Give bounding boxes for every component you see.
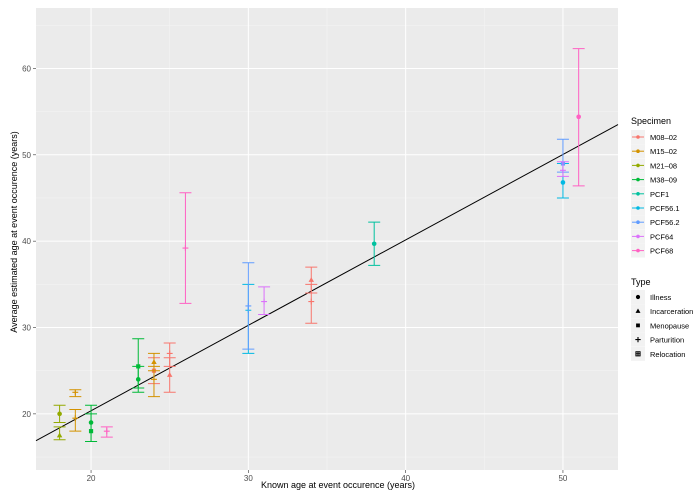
legend-key bbox=[631, 215, 645, 230]
grid-lines bbox=[36, 8, 618, 470]
legend-label: M38–09 bbox=[650, 176, 677, 185]
legend-label: M15–02 bbox=[650, 147, 677, 156]
legend-type: Type Illness Incarceration Menopause Partur… bbox=[631, 277, 693, 361]
data-point bbox=[166, 350, 173, 357]
data-point bbox=[57, 411, 62, 417]
legend-key bbox=[631, 201, 645, 215]
data-point bbox=[88, 429, 94, 434]
legend-key-dot bbox=[636, 177, 640, 182]
x-tick-label: 20 bbox=[87, 474, 96, 483]
legend-key bbox=[631, 186, 645, 201]
series-pcf64 bbox=[258, 161, 569, 316]
y-tick-label: 60 bbox=[22, 64, 31, 73]
legend-key bbox=[631, 243, 645, 258]
legend-label: Parturition bbox=[650, 336, 684, 345]
legend-label: PCF56.2 bbox=[650, 218, 680, 227]
series-pcf1 bbox=[368, 221, 381, 266]
y-tick-label: 50 bbox=[22, 151, 31, 160]
legend-key-dot bbox=[636, 248, 640, 253]
legend-label: PCF1 bbox=[650, 190, 669, 199]
legend-key-dot bbox=[636, 220, 640, 224]
legend-key-dot bbox=[636, 206, 640, 210]
legend-key bbox=[631, 144, 645, 159]
legend-shape-boxed-cross bbox=[635, 351, 641, 357]
series-pcf56-2 bbox=[242, 138, 569, 350]
legend-key-dot bbox=[636, 163, 640, 168]
legend-shape-square bbox=[636, 323, 640, 328]
legend-label: PCF56.1 bbox=[650, 204, 680, 213]
data-point bbox=[371, 241, 377, 247]
x-tick-label: 40 bbox=[401, 474, 410, 483]
series-m38-09 bbox=[85, 338, 145, 443]
axes: 20 30 40 50 20 30 40 50 60 bbox=[22, 64, 568, 483]
data-point bbox=[576, 114, 581, 120]
data-point bbox=[560, 180, 566, 185]
legend-key-dot bbox=[636, 149, 640, 153]
legend-key-dot bbox=[636, 135, 640, 139]
legend-label: Incarceration bbox=[650, 307, 693, 316]
data-point bbox=[182, 245, 189, 252]
legend-key bbox=[631, 318, 645, 333]
data-marks bbox=[53, 48, 585, 443]
y-tick-label: 40 bbox=[22, 237, 31, 246]
legend-key bbox=[631, 290, 645, 304]
data-point bbox=[151, 376, 157, 383]
data-point bbox=[103, 428, 110, 435]
legend-key bbox=[631, 130, 645, 144]
legend-label: M21–08 bbox=[650, 161, 677, 170]
legend-specimen: Specimen M08–02 M15–02 M21–08 M38–09 PCF1 PCF… bbox=[631, 116, 680, 258]
data-point bbox=[72, 415, 79, 422]
y-axis-title: Average estimated age at event occurence… bbox=[9, 131, 19, 332]
legend-shape-triangle bbox=[635, 308, 641, 313]
data-point bbox=[560, 167, 566, 174]
legend-specimen-title: Specimen bbox=[631, 116, 671, 126]
y-tick-label: 30 bbox=[22, 324, 31, 333]
data-point bbox=[166, 372, 173, 377]
x-tick-label: 30 bbox=[244, 474, 253, 483]
data-point bbox=[151, 359, 157, 364]
legend-key bbox=[631, 304, 645, 319]
legend-shape-circle bbox=[635, 294, 641, 300]
series-m15-02 bbox=[69, 352, 160, 432]
legend-key-dot bbox=[636, 234, 640, 239]
data-point bbox=[245, 302, 252, 309]
x-tick-label: 50 bbox=[558, 474, 567, 483]
data-point bbox=[261, 298, 268, 305]
legend-key bbox=[631, 346, 645, 361]
legend-key bbox=[631, 172, 645, 187]
legend-key bbox=[631, 332, 645, 347]
legend-type-title: Type bbox=[631, 277, 651, 287]
series-pcf68 bbox=[100, 48, 585, 438]
y-tick-label: 20 bbox=[22, 410, 31, 419]
data-point bbox=[56, 432, 63, 438]
data-point bbox=[308, 298, 315, 305]
legend-label: Relocation bbox=[650, 350, 685, 359]
legend-label: Illness bbox=[650, 293, 672, 302]
legend-label: PCF68 bbox=[650, 247, 673, 256]
data-point bbox=[308, 277, 315, 282]
legend-shape-cross bbox=[635, 336, 641, 343]
data-point bbox=[135, 377, 141, 382]
error-bar bbox=[85, 413, 98, 443]
data-point bbox=[72, 389, 79, 396]
legend-label: M08–02 bbox=[650, 133, 677, 142]
series-m21-08 bbox=[53, 404, 66, 441]
x-axis-title: Known age at event occurence (years) bbox=[261, 480, 415, 490]
legend-key bbox=[631, 158, 645, 173]
legend-label: Menopause bbox=[650, 321, 689, 330]
legend-key bbox=[631, 229, 645, 244]
legend-label: PCF64 bbox=[650, 232, 673, 241]
legend-key-dot bbox=[636, 192, 640, 196]
